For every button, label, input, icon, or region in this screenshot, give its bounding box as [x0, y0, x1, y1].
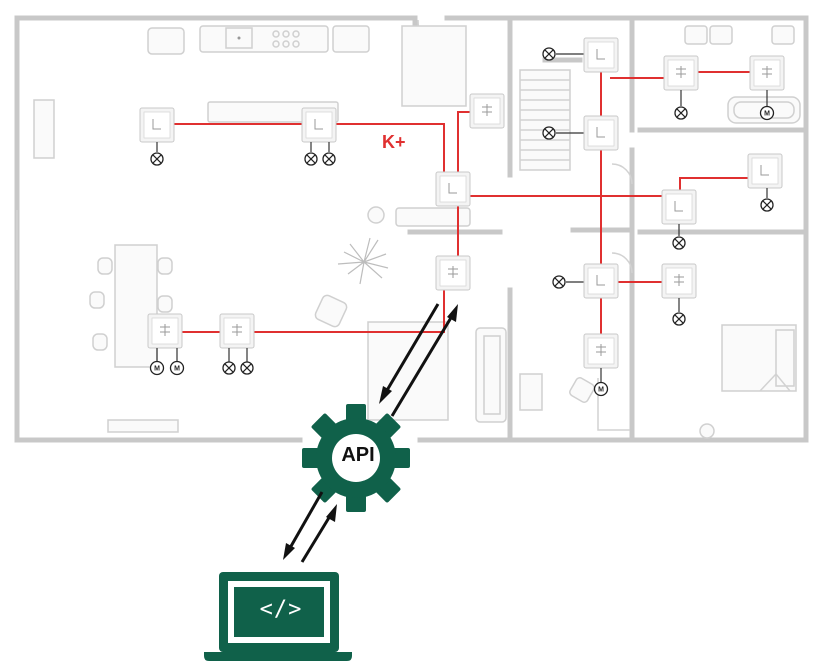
motor-icon: M: [593, 381, 609, 397]
arrows-api-laptop: [283, 491, 337, 563]
light-bulb-icon: [672, 312, 686, 326]
svg-text:M: M: [154, 366, 160, 373]
light-bulb-icon: [674, 106, 688, 120]
knx-device-icon: [435, 171, 471, 207]
knx-device-icon: [747, 153, 783, 189]
knx-device-icon: [469, 93, 505, 129]
light-bulb-icon: [760, 198, 774, 212]
light-bulb-icon: [222, 361, 236, 375]
api-label: API: [341, 444, 375, 466]
knx-device-icon: [749, 55, 785, 91]
light-bulb-icon: [542, 126, 556, 140]
knx-devices: [139, 37, 785, 369]
knx-device-icon: [301, 107, 337, 143]
knx-device-icon: [435, 255, 471, 291]
light-bulb-icon: [672, 236, 686, 250]
knx-device-icon: [139, 107, 175, 143]
plant: [337, 237, 389, 285]
light-bulb-icon: [552, 275, 566, 289]
lamps: [150, 47, 774, 375]
motor-icon: M: [759, 105, 775, 121]
knx-device-icon: [661, 189, 697, 225]
knx-device-icon: [583, 37, 619, 73]
knx-device-icon: [583, 115, 619, 151]
floor-plan-walls: [14, 15, 809, 443]
knx-device-icon: [219, 313, 255, 349]
light-bulb-icon: [542, 47, 556, 61]
motors: M M M M: [149, 105, 775, 397]
motor-icon: M: [169, 360, 185, 376]
svg-text:M: M: [174, 366, 180, 373]
code-label: </>: [259, 597, 303, 622]
knx-device-icon: [147, 313, 183, 349]
arrows-device-api: [379, 303, 458, 417]
svg-text:M: M: [598, 387, 604, 394]
floor-plan-furniture: [16, 19, 801, 439]
light-bulb-icon: [304, 152, 318, 166]
knx-device-icon: [583, 333, 619, 369]
bus-label: K+: [382, 132, 406, 152]
motor-icon: M: [149, 360, 165, 376]
laptop-icon: [204, 572, 352, 661]
knx-device-icon: [661, 263, 697, 299]
light-bulb-icon: [240, 361, 254, 375]
light-bulb-icon: [322, 152, 336, 166]
knx-device-icon: [583, 263, 619, 299]
knx-device-icon: [663, 55, 699, 91]
svg-text:M: M: [764, 111, 770, 118]
light-bulb-icon: [150, 152, 164, 166]
stairs: [519, 69, 571, 171]
